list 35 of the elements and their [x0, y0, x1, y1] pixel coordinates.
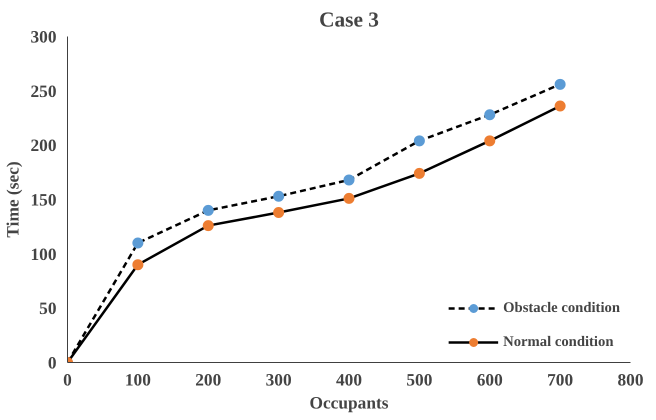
point [484, 109, 496, 120]
y-tick-label: 0 [48, 354, 57, 372]
y-tick-label: 300 [30, 28, 57, 46]
point [344, 192, 354, 204]
point [344, 174, 354, 186]
point [202, 220, 214, 232]
point [202, 204, 214, 216]
x-tick-label: 0 [63, 370, 72, 390]
x-tick-label: 400 [336, 370, 362, 390]
legend-label: Obstacle condition [503, 300, 620, 316]
point [554, 78, 566, 90]
x-tick-label: 200 [195, 370, 222, 390]
y-tick-label: 50 [39, 299, 56, 318]
x-tick-label: 800 [618, 370, 644, 390]
point [132, 259, 144, 270]
x-tick-label: 600 [476, 370, 503, 390]
point [554, 100, 566, 112]
x-tick-label: 500 [406, 370, 432, 390]
point [273, 207, 284, 218]
chart-title: Case 3 [319, 8, 379, 32]
x-tick-label: 300 [266, 370, 292, 390]
x-tick-label: 100 [124, 370, 151, 390]
legend-label: Normal condition [503, 334, 614, 350]
y-tick-label: 150 [30, 190, 57, 210]
x-tick-label: 700 [547, 370, 574, 390]
y-tick-label: 100 [30, 244, 57, 264]
y-axis-title: Time (sec) [4, 161, 23, 238]
point [414, 168, 425, 179]
x-axis-title: Occupants [310, 394, 389, 412]
y-tick-label: 250 [30, 82, 57, 101]
point [273, 190, 284, 202]
point [132, 237, 144, 248]
point [484, 135, 496, 146]
point [414, 135, 425, 146]
y-tick-label: 200 [30, 136, 57, 156]
